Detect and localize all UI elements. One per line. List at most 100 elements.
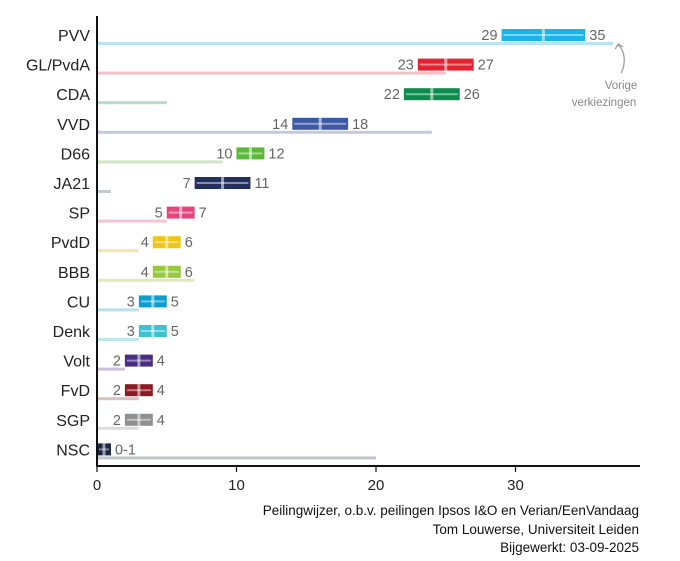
party-label-fvd: FvD <box>61 383 90 400</box>
range-bar-bbb <box>152 265 181 278</box>
range-high-label-volt: 4 <box>157 354 165 370</box>
range-bar-vvd <box>292 117 349 130</box>
range-low-label-pvdd: 4 <box>141 235 149 251</box>
range-low-label-fvd: 2 <box>113 383 121 399</box>
range-bar-median-vvd <box>318 117 322 130</box>
previous-election-note: Vorige verkiezingen <box>572 43 638 109</box>
party-label-vvd: VVD <box>57 117 90 134</box>
range-bar-ja21 <box>194 177 251 189</box>
party-labels: PVV GL/PvdA CDA VVD D66 JA21 SP PvdD BBB CU Denk Vo… <box>26 28 91 459</box>
range-low-label-bbb: 4 <box>141 265 149 281</box>
party-label-sgp: SGP <box>56 413 90 430</box>
range-low-label-sp: 5 <box>155 206 163 222</box>
previous-bar-d66 <box>97 160 223 164</box>
range-bar-median-pvv <box>541 29 545 41</box>
previous-bar-sp <box>97 219 167 223</box>
range-low-label-denk: 3 <box>127 324 135 340</box>
range-bar-median-bbb <box>165 265 169 278</box>
range-bar-median-volt <box>137 354 141 367</box>
range-high-label-pvdd: 6 <box>185 235 193 251</box>
party-label-nsc: NSC <box>56 442 90 459</box>
range-bar-gl-pvda <box>417 58 474 71</box>
previous-bar-denk <box>97 338 139 341</box>
range-low-label-volt: 2 <box>113 354 121 370</box>
previous-bar-vvd <box>97 130 432 134</box>
range-bar-volt <box>124 354 153 367</box>
range-bar-pvv <box>501 29 586 41</box>
note-line-1: Vorige <box>605 80 638 92</box>
range-bar-denk <box>138 325 167 337</box>
range-bar-cda <box>403 88 460 101</box>
party-label-ja21: JA21 <box>54 176 91 193</box>
source-line-3: Bijgewerkt: 03-09-2025 <box>500 540 639 555</box>
previous-bar-bbb <box>97 278 195 282</box>
previous-bar-fvd <box>97 397 139 401</box>
range-bar-median-ja21 <box>221 177 225 189</box>
party-label-gl-pvda: GL/PvdA <box>26 58 90 75</box>
range-high-label-bbb: 6 <box>185 265 193 281</box>
note-line-2: verkiezingen <box>572 97 637 109</box>
range-high-label-sgp: 4 <box>157 413 165 429</box>
range-low-label-vvd: 14 <box>272 117 288 133</box>
range-high-label-pvv: 35 <box>589 28 605 44</box>
range-bar-d66 <box>236 147 265 160</box>
range-high-label-ja21: 11 <box>254 176 269 192</box>
range-high-label-gl-pvda: 27 <box>478 58 494 74</box>
range-bar-median-sp <box>179 206 183 219</box>
x-tick-label-0: 0 <box>93 477 101 494</box>
range-bar-median-gl-pvda <box>444 58 448 71</box>
previous-bar-pvv <box>97 42 614 45</box>
x-tick-label-30: 30 <box>507 477 524 494</box>
x-tick-label-20: 20 <box>368 477 385 494</box>
range-low-label-cda: 22 <box>384 87 400 103</box>
range-low-label-sgp: 2 <box>113 413 121 429</box>
previous-bar-sgp <box>97 426 139 430</box>
range-high-label-cda: 26 <box>464 87 480 103</box>
party-label-denk: Denk <box>53 324 91 341</box>
source-line-1: Peilingwijzer, o.b.v. peilingen Ipsos I&… <box>262 503 639 518</box>
previous-bar-pvdd <box>97 249 139 253</box>
previous-bar-nsc <box>97 456 376 460</box>
range-high-label-denk: 5 <box>171 324 179 340</box>
range-bar-median-cda <box>430 88 434 101</box>
range-bar-median-pvdd <box>165 236 169 249</box>
party-label-d66: D66 <box>61 146 90 163</box>
range-high-label-nsc: 0-1 <box>115 442 136 458</box>
range-high-label-vvd: 18 <box>352 117 368 133</box>
party-label-volt: Volt <box>63 354 90 371</box>
range-low-label-gl-pvda: 23 <box>398 58 414 74</box>
range-bar-median-fvd <box>137 384 141 397</box>
range-high-label-fvd: 4 <box>157 383 165 399</box>
note-arrow <box>617 44 625 74</box>
range-high-label-sp: 7 <box>199 206 207 222</box>
range-low-label-ja21: 7 <box>183 176 191 192</box>
axes: 0 10 20 30 <box>93 16 640 494</box>
party-label-cda: CDA <box>56 87 90 104</box>
previous-election-bars <box>97 42 614 460</box>
range-bar-median-denk <box>151 325 155 337</box>
note-arrow-head <box>614 43 624 50</box>
party-label-pvdd: PvdD <box>51 235 90 252</box>
previous-bar-volt <box>97 367 125 371</box>
previous-bar-ja21 <box>97 190 111 193</box>
range-bar-pvdd <box>152 236 181 249</box>
x-tick-label-10: 10 <box>228 477 245 494</box>
previous-bar-cu <box>97 308 139 312</box>
range-bar-median-sgp <box>137 413 141 426</box>
range-bar-fvd <box>124 384 153 397</box>
party-label-sp: SP <box>69 206 90 223</box>
party-label-cu: CU <box>67 294 90 311</box>
range-bar-nsc <box>97 443 111 456</box>
previous-bar-gl-pvda <box>97 71 446 75</box>
range-bar-median-cu <box>151 295 155 308</box>
source-line-2: Tom Louwerse, Universiteit Leiden <box>432 522 639 537</box>
range-bar-median-nsc <box>102 443 106 456</box>
range-low-label-d66: 10 <box>216 146 232 162</box>
range-bar-sgp <box>124 413 153 426</box>
projection-range-bars <box>97 29 586 456</box>
range-bar-sp <box>166 206 195 219</box>
range-high-label-d66: 12 <box>268 146 284 162</box>
